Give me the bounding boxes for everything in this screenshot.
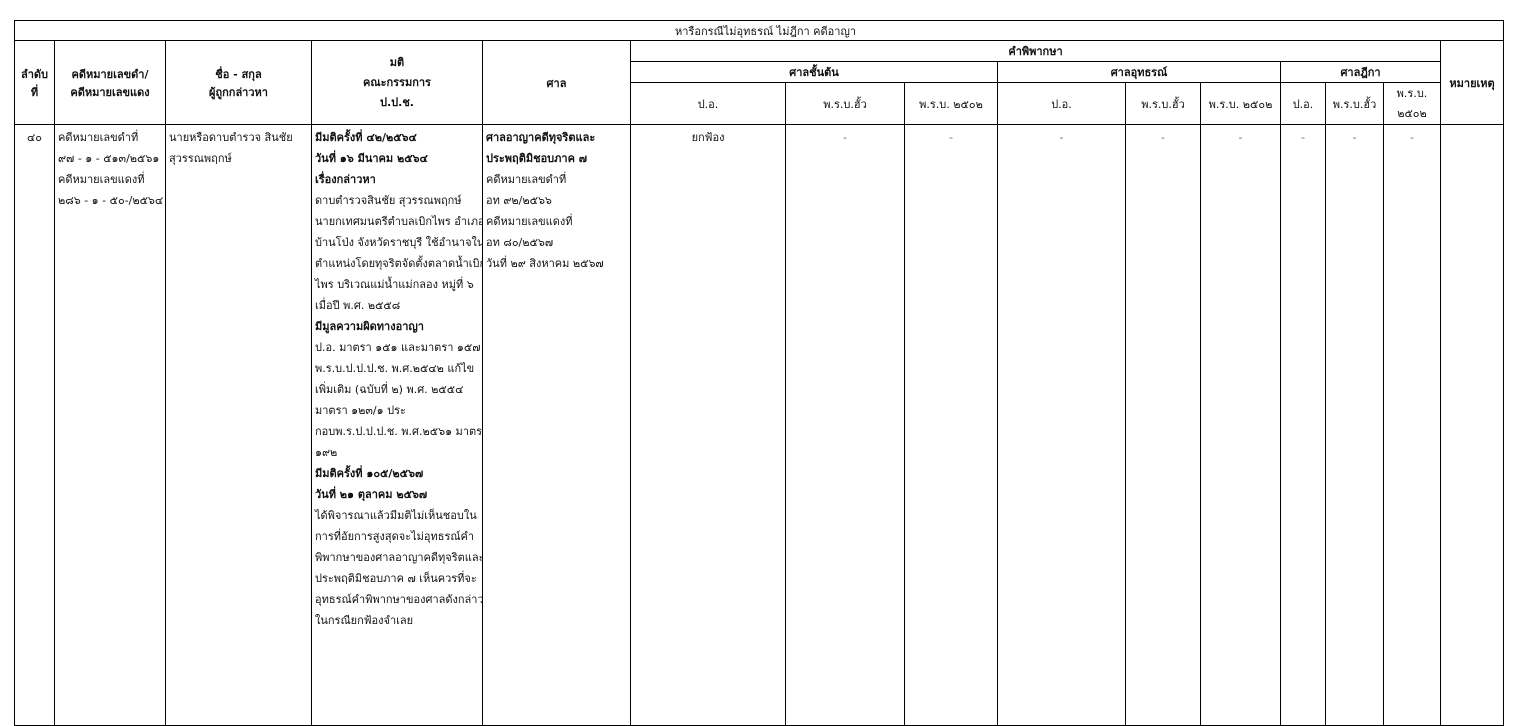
cell-case-no: คดีหมายเลขดำที่ ๙๗ - ๑ - ๕๑๓/๒๕๖๑ คดีหมายเ… (54, 124, 166, 726)
header-first-pa: ป.อ. (630, 82, 786, 125)
text-line: ตำแหน่งโดยทุจริตจัดตั้งตลาดน้ำเบิก (315, 257, 483, 270)
case-table: หารือกรณีไม่อุทธรณ์ ไม่ฎีกา คดีอาญา ลำดั… (13, 20, 1505, 726)
cell-first-hua: - (785, 124, 905, 726)
text-line: ดาบตำรวจสินชัย สุวรรณพฤกษ์ (315, 194, 462, 207)
text-line: ในกรณียกฟ้องจำเลย (315, 614, 414, 627)
header-supreme-court: ศาลฎีกา (1280, 61, 1441, 83)
text-line: มีมูลความผิดทางอาญา (315, 320, 424, 333)
text-line: พ.ร.บ.ป.ป.ป.ช. พ.ศ.๒๕๔๒ แก้ไข (315, 362, 475, 375)
cell-first-pa: ยกฟ้อง (630, 124, 786, 726)
title-row: หารือกรณีไม่อุทธรณ์ ไม่ฎีกา คดีอาญา (13, 20, 1505, 41)
header-supreme-pa: ป.อ. (1280, 82, 1326, 125)
text-line: เพิ่มเติม (ฉบับที่ ๒) พ.ศ. ๒๕๕๔ (315, 383, 464, 396)
header-name: ชื่อ - สกุล ผู้ถูกกล่าวหา (165, 40, 312, 125)
text-line: กอบพ.ร.ป.ป.ป.ช. พ.ศ.๒๕๖๑ มาตรา (315, 425, 483, 438)
header-case-no: คดีหมายเลขดำ/คดีหมายเลขแดง (54, 40, 166, 125)
header-appeal-pa: ป.อ. (997, 82, 1126, 125)
text-line: ประพฤติมิชอบภาค ๗ (486, 152, 588, 165)
text-line: ป.อ. มาตรา ๑๕๑ และมาตรา ๑๕๗ (315, 341, 481, 354)
text-line: บ้านโป่ง จังหวัดราชบุรี ใช้อำนาจใน (315, 236, 483, 249)
header-remarks: หมายเหตุ (1439, 40, 1505, 125)
cell-remarks (1439, 124, 1505, 726)
text-line: ศาลอาญาคดีทุจริตและ (486, 131, 596, 144)
header-supreme-hua: พ.ร.บ.ฮั้ว (1325, 82, 1384, 125)
text-line: คดีหมายเลขดำที่ (486, 173, 567, 186)
text-line: มีมติครั้งที่ ๔๒/๒๕๖๔ (315, 131, 417, 144)
text-line: การที่อัยการสูงสุดจะไม่อุทธรณ์คำ (315, 530, 475, 543)
text-line: ไพร บริเวณแม่น้ำแม่กลอง หมู่ที่ ๖ (315, 278, 474, 291)
text-line: นายกเทศมนตรีตำบลเบิกไพร อำเภอ (315, 215, 483, 228)
header-first-hua: พ.ร.บ.ฮั้ว (785, 82, 905, 125)
text-line: ได้พิจารณาแล้วมีมติไม่เห็นชอบใน (315, 509, 477, 522)
cell-supreme-2502: - (1383, 124, 1441, 726)
text-line: เรื่องกล่าวหา (315, 173, 376, 186)
cell-appeal-pa: - (997, 124, 1126, 726)
cell-appeal-2502: - (1200, 124, 1281, 726)
text-line: อุทธรณ์คำพิพากษาของศาลดังกล่าว (315, 593, 483, 606)
text-line: มีมติครั้งที่ ๑๐๕/๒๕๖๗ (315, 467, 424, 480)
header-first-court: ศาลชั้นต้น (630, 61, 998, 83)
cell-court: ศาลอาญาคดีทุจริตและประพฤติมิชอบภาค ๗คดีห… (482, 124, 631, 726)
text-line: พิพากษาของศาลอาญาคดีทุจริตและ (315, 551, 483, 564)
table-row: ๔๐ คดีหมายเลขดำที่ ๙๗ - ๑ - ๕๑๓/๒๕๖๑ คดีหม… (14, 124, 1505, 726)
text-line: ประพฤติมิชอบภาค ๗ เห็นควรที่จะ (315, 572, 477, 585)
text-line: มาตรา ๑๒๓/๑ ประ (315, 404, 406, 417)
cell-name: นายหรือดาบตำรวจ สินชัย สุวรรณพฤกษ์ (165, 124, 312, 726)
header-resolution: มติ คณะกรรมการ ป.ป.ช. (311, 40, 483, 125)
header-court: ศาล (482, 40, 631, 125)
cell-resolution: มีมติครั้งที่ ๔๒/๒๕๖๔วันที่ ๑๖ มีนาคม ๒๕… (311, 124, 483, 726)
text-line: เมื่อปี พ.ศ. ๒๕๕๘ (315, 299, 401, 312)
header-supreme-2502: พ.ร.บ. ๒๕๐๒ (1383, 82, 1441, 125)
header-appeal-hua: พ.ร.บ.ฮั้ว (1125, 82, 1201, 125)
header-judgment: คำพิพากษา (630, 40, 1441, 62)
header-appeal-court: ศาลอุทธรณ์ (997, 61, 1281, 83)
text-line: อท ๙๒/๒๕๖๖ (486, 194, 552, 207)
text-line: คดีหมายเลขแดงที่ (486, 215, 573, 228)
text-line: ๑๙๒ (315, 446, 338, 459)
cell-seq: ๔๐ (14, 124, 55, 726)
text-line: อท ๘๐/๒๕๖๗ (486, 236, 554, 249)
cell-supreme-hua: - (1325, 124, 1384, 726)
table-title: หารือกรณีไม่อุทธรณ์ ไม่ฎีกา คดีอาญา (13, 20, 1505, 41)
text-line: วันที่ ๑๖ มีนาคม ๒๕๖๔ (315, 152, 428, 165)
header-appeal-2502: พ.ร.บ. ๒๕๐๒ (1200, 82, 1281, 125)
text-line: วันที่ ๒๙ สิงหาคม ๒๕๖๗ (486, 257, 604, 270)
cell-first-2502: - (904, 124, 998, 726)
text-line: วันที่ ๒๑ ตุลาคม ๒๕๖๗ (315, 488, 428, 501)
cell-appeal-hua: - (1125, 124, 1201, 726)
cell-supreme-pa: - (1280, 124, 1326, 726)
header-first-2502: พ.ร.บ. ๒๕๐๒ (904, 82, 998, 125)
header-seq: ลำดับ ที่ (14, 40, 55, 125)
header-row-1: ลำดับ ที่ คดีหมายเลขดำ/คดีหมายเลขแดง ชื่อ… (14, 40, 1505, 125)
